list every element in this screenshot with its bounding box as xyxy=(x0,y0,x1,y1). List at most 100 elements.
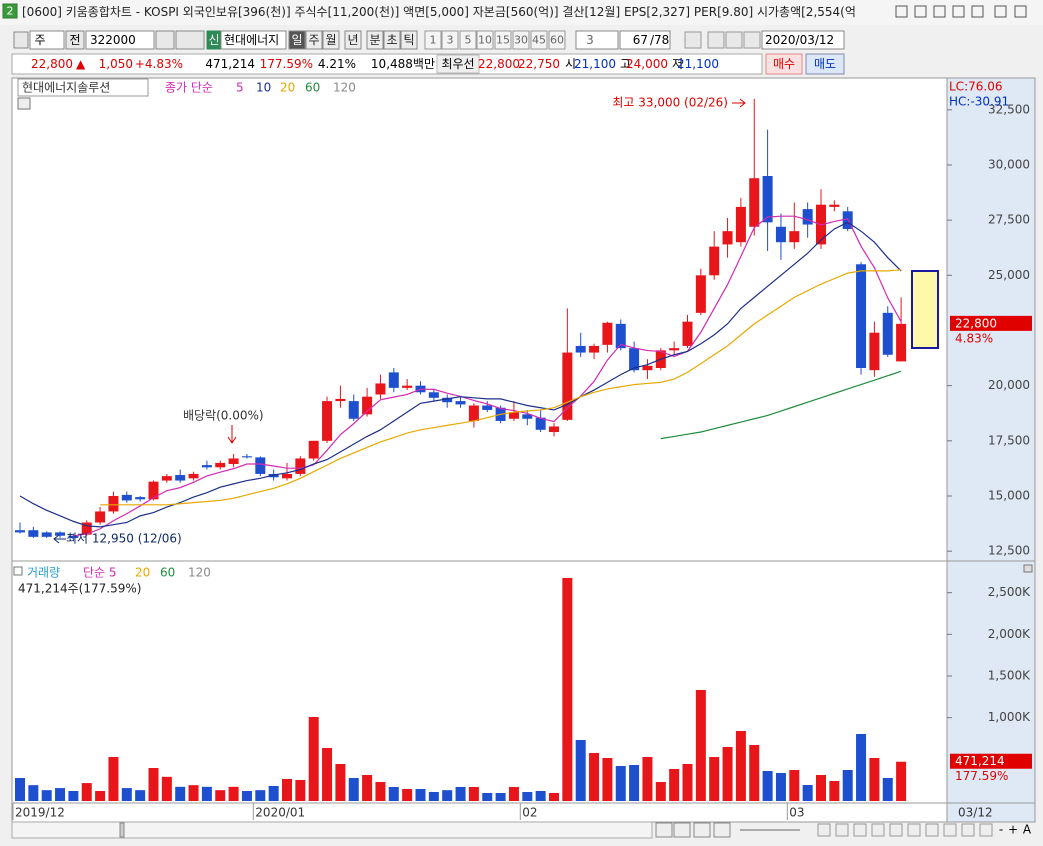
period-text[interactable]: 틱 xyxy=(403,33,414,47)
scroll-button[interactable] xyxy=(713,822,731,838)
tool-icon[interactable] xyxy=(853,823,867,837)
period-button[interactable] xyxy=(322,30,340,50)
interval-text[interactable]: 15 xyxy=(496,34,510,47)
window-button[interactable] xyxy=(914,5,927,18)
period-text[interactable]: 년 xyxy=(347,33,358,47)
tool-icon[interactable] xyxy=(889,823,903,837)
sell-button[interactable] xyxy=(805,53,845,75)
zoom-out[interactable]: - xyxy=(999,823,1003,837)
candle-body xyxy=(135,497,146,500)
window-button[interactable] xyxy=(952,5,965,18)
volume-bar xyxy=(869,758,880,801)
interval-button[interactable] xyxy=(512,30,530,50)
interval-button[interactable] xyxy=(476,30,494,50)
interval-button[interactable] xyxy=(548,30,566,50)
table-icon[interactable] xyxy=(17,97,31,110)
period-button[interactable] xyxy=(288,30,306,50)
count-box[interactable] xyxy=(619,30,671,50)
tool-icon[interactable] xyxy=(907,823,921,837)
buy-button[interactable] xyxy=(765,53,803,75)
tool-icon[interactable] xyxy=(817,823,831,837)
candle-body xyxy=(15,530,25,533)
period-text[interactable]: 일 xyxy=(291,33,302,47)
quote-turnover: 4.21% xyxy=(318,57,356,71)
interval-select[interactable] xyxy=(575,30,619,50)
tool-icon[interactable] xyxy=(835,823,849,837)
interval-text[interactable]: 5 xyxy=(465,34,472,47)
volume-bar xyxy=(549,793,559,801)
sell-text[interactable]: 매도 xyxy=(814,57,836,71)
panel-close[interactable] xyxy=(1023,564,1033,573)
candle-body xyxy=(722,231,733,245)
window-button[interactable] xyxy=(895,5,908,18)
tool-icon[interactable] xyxy=(943,823,957,837)
tool-icon[interactable] xyxy=(725,31,743,49)
interval-button[interactable] xyxy=(494,30,512,50)
ma-line xyxy=(73,215,902,537)
scroll-button[interactable] xyxy=(693,822,711,838)
tool-icon[interactable] xyxy=(684,31,702,49)
quote-row xyxy=(11,53,763,75)
candle-body xyxy=(575,345,586,353)
low-annotation: 최저 12,950 (12/06) xyxy=(66,532,182,546)
period-text[interactable]: 월 xyxy=(325,33,336,47)
volume-bar xyxy=(15,778,25,801)
font-button[interactable]: A xyxy=(1023,823,1032,837)
tool-icon[interactable] xyxy=(979,823,993,837)
panel-icon[interactable] xyxy=(13,566,23,576)
volume-bar xyxy=(789,770,800,801)
market-select[interactable] xyxy=(29,30,65,50)
tool-icon[interactable] xyxy=(925,823,939,837)
window-button[interactable] xyxy=(994,5,1007,18)
period-button[interactable] xyxy=(366,30,384,50)
volume-bar xyxy=(669,769,680,801)
scroll-thumb[interactable] xyxy=(119,822,125,838)
tool-icon[interactable] xyxy=(707,31,725,49)
period-button[interactable] xyxy=(383,30,401,50)
volume-bar xyxy=(362,775,373,801)
last-volume-label: 471,214 xyxy=(955,754,1005,768)
mode-button[interactable] xyxy=(65,30,85,50)
tool-icon[interactable] xyxy=(743,31,761,49)
code-input[interactable] xyxy=(85,30,155,50)
interval-text[interactable]: 60 xyxy=(550,34,564,47)
tool-icon[interactable] xyxy=(961,823,975,837)
interval-button[interactable] xyxy=(530,30,548,50)
period-text[interactable]: 초 xyxy=(386,33,397,47)
period-button[interactable] xyxy=(400,30,418,50)
window-button[interactable] xyxy=(1014,5,1027,18)
date-box[interactable] xyxy=(761,30,845,50)
total-text: /78 xyxy=(650,33,669,47)
window-button[interactable] xyxy=(933,5,946,18)
stock-name-box[interactable] xyxy=(220,30,287,50)
interval-button[interactable] xyxy=(459,30,477,50)
scroll-track[interactable] xyxy=(11,821,653,839)
candle-body xyxy=(535,417,546,430)
candle-body xyxy=(468,405,479,421)
tool-icon[interactable] xyxy=(871,823,885,837)
lc-label: LC:76.06 xyxy=(949,80,1002,94)
layout-icon[interactable] xyxy=(13,31,29,49)
interval-text[interactable]: 3 xyxy=(447,34,454,47)
interval-text[interactable]: 10 xyxy=(478,34,492,47)
period-text[interactable]: 주 xyxy=(308,33,319,47)
period-button[interactable] xyxy=(305,30,323,50)
window-title: [0600] 키움종합차트 - KOSPI 외국인보유[396(천)] 주식수[… xyxy=(22,4,856,19)
interval-button[interactable] xyxy=(441,30,459,50)
zoom-in[interactable]: + xyxy=(1008,823,1018,837)
period-text[interactable]: 분 xyxy=(369,33,380,47)
interval-button[interactable] xyxy=(424,30,442,50)
ma-line xyxy=(660,370,902,440)
volume-bar xyxy=(856,734,867,801)
interval-text[interactable]: 1 xyxy=(430,34,437,47)
buy-text[interactable]: 매수 xyxy=(773,57,795,71)
scroll-button[interactable] xyxy=(673,822,691,838)
period-button[interactable] xyxy=(344,30,362,50)
window-button[interactable] xyxy=(971,5,984,18)
interval-text[interactable]: 30 xyxy=(514,34,528,47)
search-button[interactable] xyxy=(155,30,175,50)
y-tick-label: 15,000 xyxy=(988,489,1030,503)
interval-text[interactable]: 45 xyxy=(532,34,546,47)
sound-button[interactable] xyxy=(175,30,205,50)
scroll-button[interactable] xyxy=(655,822,673,838)
